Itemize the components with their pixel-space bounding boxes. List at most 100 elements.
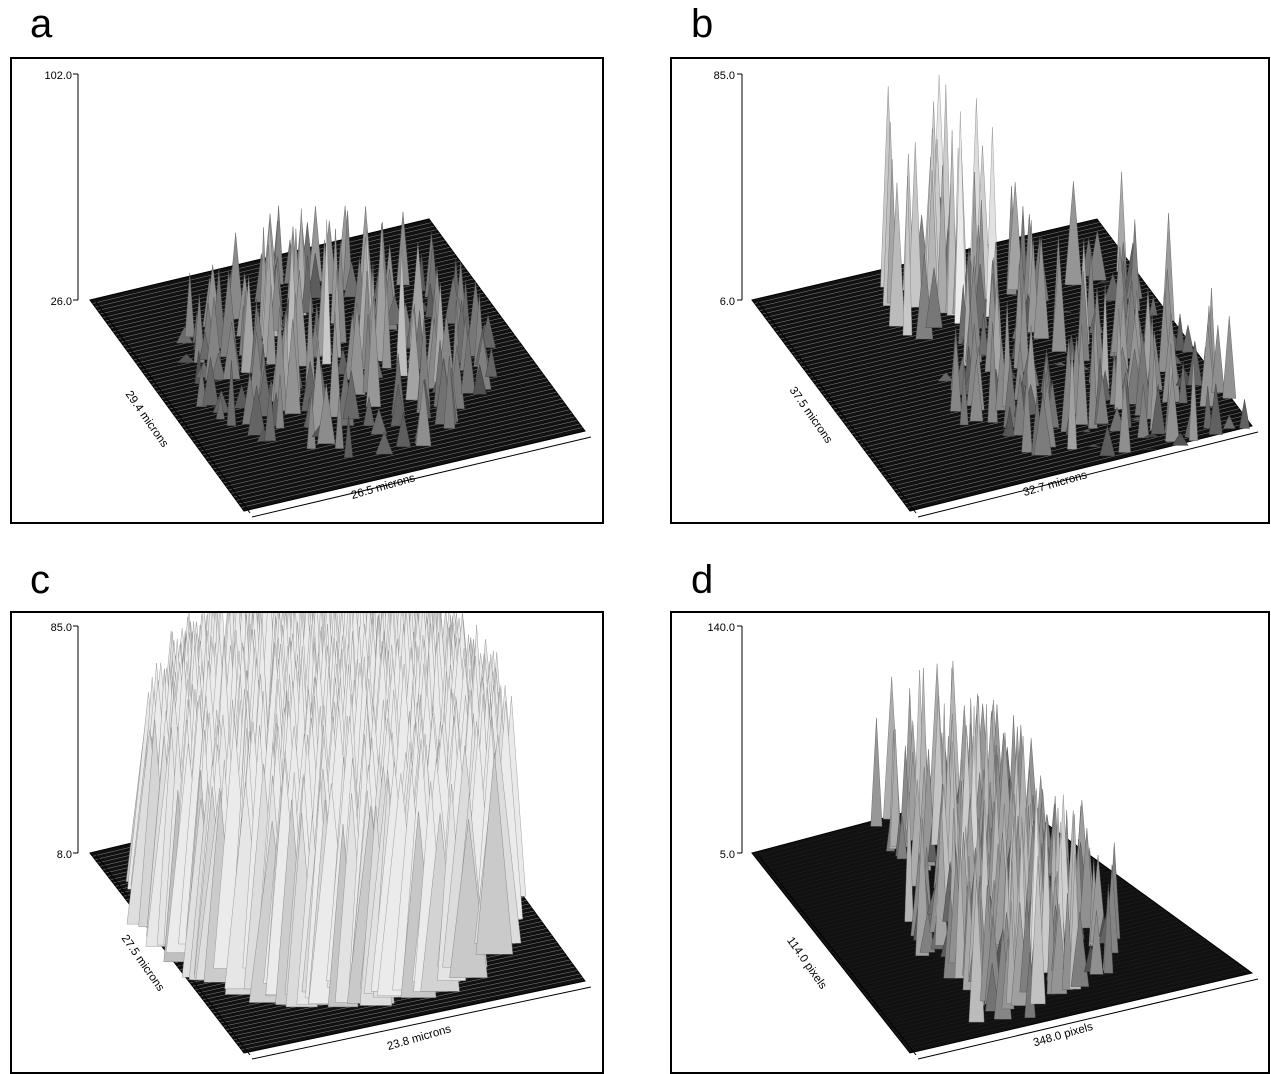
surface-spike <box>480 314 496 348</box>
y-axis-line <box>757 301 917 514</box>
panel-label-d: d <box>691 558 714 602</box>
surface-spike <box>1099 425 1116 457</box>
panel-label-a: a <box>30 2 53 46</box>
surface-plot-c-svg: 85.0 8.0 23.8 microns 27.5 microns <box>51 613 592 1060</box>
surface-spike <box>1067 343 1078 450</box>
surface-spike <box>472 364 487 395</box>
surface-spike <box>1075 324 1089 425</box>
surface-spike <box>1203 386 1213 429</box>
surface-spike <box>342 370 360 420</box>
panel-label-b: b <box>691 2 714 46</box>
surface-spike <box>334 393 344 449</box>
surface-spike <box>959 365 969 426</box>
floor-grid-line <box>902 963 1240 1044</box>
surface-spike <box>1144 433 1161 438</box>
floor-grid-line <box>236 970 578 1044</box>
z-tick-bottom: 8.0 <box>57 849 72 861</box>
surface-spike <box>226 360 237 426</box>
z-tick-bottom: 5.0 <box>720 849 735 861</box>
x-axis-line <box>251 986 592 1060</box>
surface-spike <box>227 232 244 320</box>
surface-spike <box>348 302 366 395</box>
surface-plot-d-svg: 140.0 5.0 348.0 pixels 114.0 pixels <box>707 622 1259 1060</box>
surface-spike <box>1082 428 1092 433</box>
surface-spike <box>390 384 406 427</box>
surface-spike <box>969 359 984 422</box>
y-axis-line <box>95 301 251 514</box>
surface-spike <box>202 357 219 406</box>
surface-spike <box>1222 315 1237 399</box>
surface-spike <box>395 412 411 448</box>
surface-spike <box>950 333 962 412</box>
surface-spike <box>1239 399 1250 429</box>
panel-label-c: c <box>30 558 50 602</box>
surface-spike <box>908 142 923 308</box>
surface-spike <box>308 253 323 299</box>
surface-spike <box>1021 372 1033 453</box>
surface-spike <box>870 717 883 827</box>
surface-spike <box>1007 182 1024 290</box>
surface-spike <box>1137 384 1150 439</box>
floor-grid-line <box>236 420 578 501</box>
y-axis-line <box>757 854 917 1056</box>
surface-spike <box>1114 308 1124 410</box>
surface-spike <box>211 352 226 380</box>
surface-spike <box>1172 432 1189 446</box>
surface-spike <box>317 383 336 444</box>
surface-spike <box>1088 230 1107 281</box>
surface-plot-d: 140.0 5.0 348.0 pixels 114.0 pixels <box>670 611 1270 1074</box>
z-tick-top: 102.0 <box>44 70 72 82</box>
surface-layer <box>73 73 592 518</box>
surface-spike <box>234 384 250 409</box>
z-tick-top: 85.0 <box>714 70 735 82</box>
surface-spike <box>215 395 225 420</box>
surface-spike <box>978 313 989 356</box>
floor-grid-line <box>220 398 562 480</box>
floor-grid-line <box>896 957 1231 1037</box>
floor-grid-line <box>899 960 1236 1040</box>
surface-spike <box>415 380 432 447</box>
floor-grid-line <box>241 427 583 508</box>
floor-grid-line <box>231 963 573 1037</box>
surface-spike <box>1181 324 1194 353</box>
floor-grid-line <box>894 405 1237 491</box>
surface-spike <box>405 308 422 401</box>
surface-spike <box>1086 444 1100 447</box>
z-tick-bottom: 26.0 <box>51 296 72 308</box>
surface-spike <box>1089 910 1104 975</box>
surface-spike <box>1054 362 1067 366</box>
surface-spike <box>322 219 332 365</box>
surface-plot-a: 102.0 26.0 26.5 microns 29.4 microns <box>10 57 604 524</box>
surface-spike <box>1097 280 1109 284</box>
surface-spike <box>184 272 195 338</box>
surface-spike <box>460 330 476 394</box>
surface-spike <box>375 430 394 455</box>
surface-spike <box>328 311 342 418</box>
surface-spike <box>1148 296 1158 316</box>
x-axis-line <box>251 436 592 518</box>
surface-spike <box>1070 912 1090 987</box>
surface-spike <box>1004 406 1015 437</box>
floor-grid-line <box>883 941 1210 1020</box>
floor-grid-line <box>238 423 580 505</box>
surface-spike <box>936 165 949 314</box>
z-tick-top: 85.0 <box>51 622 72 634</box>
surface-plot-b: 85.0 6.0 32.7 microns 37.5 microns <box>670 57 1270 524</box>
surface-spike <box>365 296 381 408</box>
surface-spike <box>199 332 211 360</box>
floor-grid-line <box>233 416 575 498</box>
surface-spike <box>1222 414 1236 429</box>
surface-spike <box>968 879 985 1023</box>
floor-grid-line <box>113 250 453 332</box>
surface-spike <box>987 322 998 423</box>
surface-spike <box>266 285 277 365</box>
surface-plot-c: 85.0 8.0 23.8 microns 27.5 microns <box>10 611 604 1074</box>
surface-spike <box>1175 313 1185 351</box>
surface-spike <box>241 276 257 374</box>
surface-layer <box>737 625 1259 1060</box>
floor-grid-line <box>896 408 1240 494</box>
floor-grid-line <box>907 969 1248 1050</box>
surface-spike <box>985 963 1000 1012</box>
floor-grid-line <box>238 973 580 1047</box>
surface-spike <box>946 130 958 316</box>
